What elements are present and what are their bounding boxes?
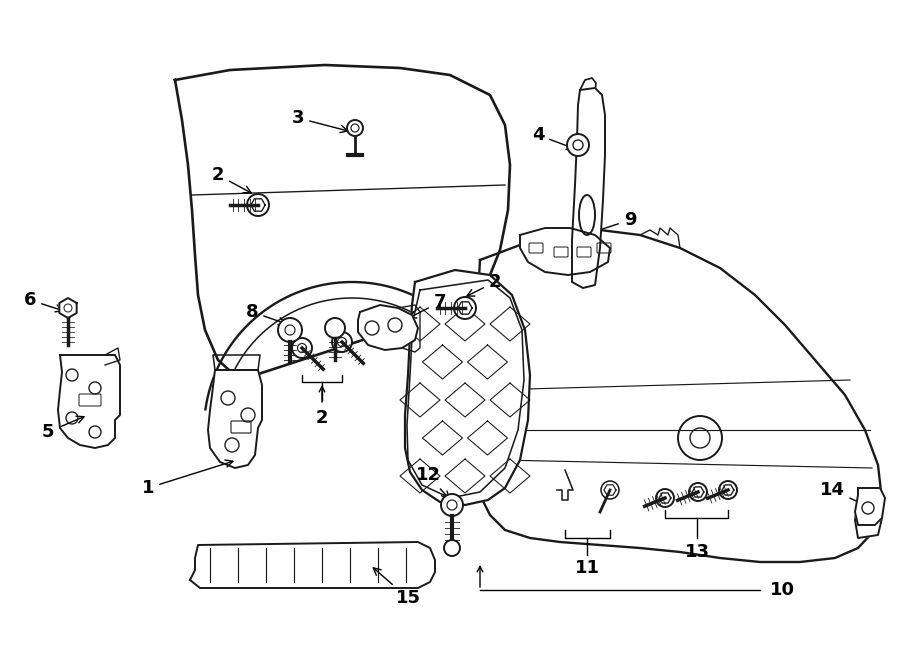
Text: 2: 2 xyxy=(212,166,251,193)
Polygon shape xyxy=(58,355,120,448)
Polygon shape xyxy=(520,228,610,275)
Text: 15: 15 xyxy=(374,568,420,607)
Text: 2: 2 xyxy=(316,409,328,427)
Text: 4: 4 xyxy=(532,126,574,149)
Text: 7: 7 xyxy=(409,293,446,318)
Text: 1: 1 xyxy=(142,460,233,497)
Circle shape xyxy=(719,481,737,499)
Circle shape xyxy=(656,489,674,507)
Polygon shape xyxy=(557,470,573,500)
Text: 5: 5 xyxy=(41,416,84,441)
Circle shape xyxy=(247,194,269,216)
Circle shape xyxy=(325,318,345,338)
Polygon shape xyxy=(855,488,885,525)
Text: 12: 12 xyxy=(416,466,449,499)
Text: 9: 9 xyxy=(588,211,636,235)
Text: 3: 3 xyxy=(292,109,347,133)
Circle shape xyxy=(601,481,619,499)
Text: 13: 13 xyxy=(685,543,709,561)
Polygon shape xyxy=(855,500,882,538)
Text: 8: 8 xyxy=(246,303,286,325)
Polygon shape xyxy=(405,270,530,505)
Circle shape xyxy=(454,297,476,319)
Polygon shape xyxy=(59,298,76,318)
Polygon shape xyxy=(358,305,418,350)
Polygon shape xyxy=(572,88,605,288)
Polygon shape xyxy=(190,542,435,588)
Text: 2: 2 xyxy=(467,273,501,296)
Polygon shape xyxy=(472,230,882,562)
Circle shape xyxy=(441,494,463,516)
Circle shape xyxy=(278,318,302,342)
Circle shape xyxy=(332,332,352,352)
Circle shape xyxy=(567,134,589,156)
Text: 14: 14 xyxy=(820,481,872,508)
Circle shape xyxy=(292,338,312,358)
Circle shape xyxy=(689,483,707,501)
Circle shape xyxy=(444,540,460,556)
Polygon shape xyxy=(175,65,510,380)
Circle shape xyxy=(347,120,363,136)
Text: 11: 11 xyxy=(574,559,599,577)
Polygon shape xyxy=(208,370,262,468)
Text: 10: 10 xyxy=(770,581,795,599)
Text: 6: 6 xyxy=(23,291,63,312)
